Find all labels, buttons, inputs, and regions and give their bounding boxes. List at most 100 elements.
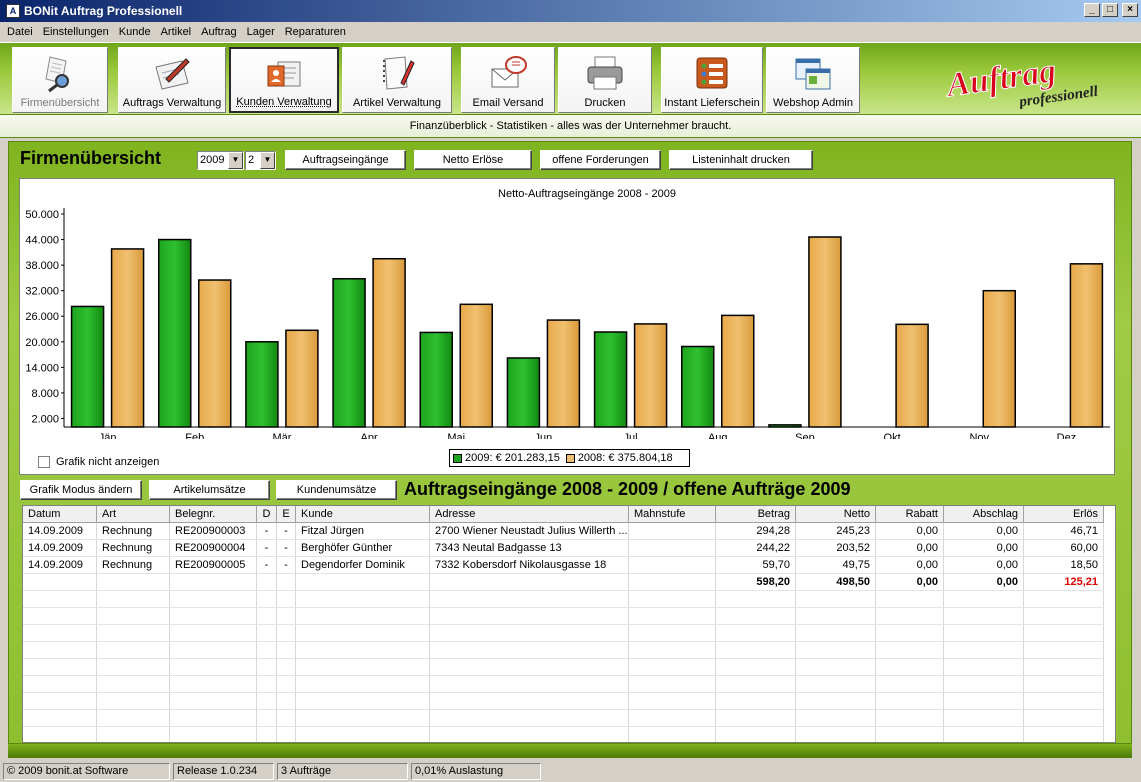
x-tick-label: Feb: [185, 432, 204, 439]
table-cell: [796, 625, 876, 642]
table-cell: [716, 710, 796, 727]
toolbar-instant-lieferschein-button[interactable]: Instant Lieferschein: [661, 47, 763, 113]
menu-lager[interactable]: Lager: [246, 26, 275, 38]
chart-legend: 2009: € 201.283,15 2008: € 375.804,18: [449, 449, 690, 467]
menu-kunde[interactable]: Kunde: [118, 26, 151, 38]
chevron-down-icon[interactable]: ▼: [228, 152, 243, 169]
menu-einstellungen[interactable]: Einstellungen: [42, 26, 109, 38]
column-header[interactable]: Adresse: [430, 506, 629, 523]
menu-auftrag[interactable]: Auftrag: [201, 26, 237, 38]
table-row[interactable]: [23, 591, 1115, 608]
toolbar-artikel-verwaltung-button[interactable]: Artikel Verwaltung: [342, 47, 452, 113]
legend-swatch: [453, 453, 462, 463]
table-cell: [23, 574, 97, 591]
toolbar-webshop-admin-button[interactable]: Webshop Admin: [766, 47, 860, 113]
column-header[interactable]: Erlös: [1024, 506, 1104, 523]
table-row[interactable]: [23, 676, 1115, 693]
bar-2009-Jun: [506, 357, 541, 428]
status-order-count: 3 Aufträge: [277, 763, 408, 780]
table-cell: [23, 710, 97, 727]
y-tick-label: 14.000: [25, 362, 59, 374]
table-cell: [23, 659, 97, 676]
artikelumsaetze-button[interactable]: Artikelumsätze: [149, 480, 270, 500]
toolbar-firmenuebersicht-button[interactable]: Firmenübersicht: [12, 47, 108, 113]
table-row[interactable]: 14.09.2009 Rechnung RE200900005- - Degendorf…: [23, 557, 1115, 574]
column-header[interactable]: Kunde: [296, 506, 430, 523]
table-cell: 2700 Wiener Neustadt Julius Willerth ...: [430, 523, 629, 540]
contact-card-icon: [264, 54, 304, 94]
column-header[interactable]: Betrag: [716, 506, 796, 523]
table-cell: [257, 574, 277, 591]
table-row[interactable]: [23, 642, 1115, 659]
table-cell: [876, 676, 944, 693]
table-cell: [97, 659, 170, 676]
menu-datei[interactable]: Datei: [7, 26, 33, 38]
checkbox[interactable]: [38, 456, 50, 468]
toolbar-email-versand-button[interactable]: Email Versand: [461, 47, 555, 113]
table-cell: [876, 659, 944, 676]
close-button[interactable]: ×: [1122, 3, 1138, 17]
table-row[interactable]: [23, 727, 1115, 742]
menu-reparaturen[interactable]: Reparaturen: [284, 26, 346, 38]
table-cell: [97, 693, 170, 710]
section-title: Auftragseingänge 2008 - 2009 / offene Au…: [404, 479, 851, 499]
menu-artikel[interactable]: Artikel: [160, 26, 192, 38]
table-row[interactable]: 598,20 498,50 0,00 0,00 125,21: [23, 574, 1115, 591]
maximize-button[interactable]: □: [1102, 3, 1118, 17]
kundenumsaetze-button[interactable]: Kundenumsätze: [276, 480, 397, 500]
column-header[interactable]: Abschlag: [944, 506, 1024, 523]
toolbar-label: Drucken: [584, 97, 626, 109]
chevron-down-icon[interactable]: ▼: [260, 152, 275, 169]
offene-forderungen-button[interactable]: offene Forderungen: [540, 150, 661, 170]
column-header[interactable]: Belegnr.: [170, 506, 257, 523]
table-cell: [629, 523, 716, 540]
table-cell: [430, 625, 629, 642]
toolbar-drucken-button[interactable]: Drucken: [558, 47, 652, 113]
column-header[interactable]: Netto: [796, 506, 876, 523]
table-cell: Rechnung: [97, 540, 170, 557]
table-row[interactable]: [23, 659, 1115, 676]
table-cell: [944, 591, 1024, 608]
y-tick-label: 50.000: [25, 209, 59, 221]
table-cell: [170, 676, 257, 693]
column-header[interactable]: Art: [97, 506, 170, 523]
auftragseingaenge-button[interactable]: Auftragseingänge: [285, 150, 406, 170]
table-cell: [170, 642, 257, 659]
grafik-toggle-label: Grafik nicht anzeigen: [56, 456, 160, 468]
bar-2008-Mär: [285, 329, 319, 428]
table-cell: [1024, 608, 1104, 625]
toolbar-label: Webshop Admin: [773, 97, 853, 109]
column-header[interactable]: Rabatt: [876, 506, 944, 523]
table-row[interactable]: 14.09.2009 Rechnung RE200900004- - Berghöfer…: [23, 540, 1115, 557]
table-cell: [796, 710, 876, 727]
minimize-button[interactable]: _: [1084, 3, 1100, 17]
toolbar-kunden-verwaltung-button[interactable]: Kunden Verwaltung: [229, 47, 339, 113]
grafik-modus-button[interactable]: Grafik Modus ändern: [20, 480, 142, 500]
column-header[interactable]: Mahnstufe: [629, 506, 716, 523]
table-cell: [430, 659, 629, 676]
table-cell: [629, 591, 716, 608]
table-cell: Fitzal Jürgen: [296, 523, 430, 540]
count-select[interactable]: 2 ▼: [245, 151, 276, 170]
window-titlebar[interactable]: A BONit Auftrag Professionell _ □ ×: [0, 0, 1141, 22]
table-row[interactable]: [23, 710, 1115, 727]
netto-erloese-button[interactable]: Netto Erlöse: [414, 150, 532, 170]
column-header[interactable]: E: [277, 506, 296, 523]
notebook-pencil-icon: [377, 53, 417, 93]
table-row[interactable]: [23, 693, 1115, 710]
table-cell: 0,00: [944, 557, 1024, 574]
magnifier-document-icon: [40, 53, 80, 93]
table-cell: [716, 659, 796, 676]
table-row[interactable]: [23, 608, 1115, 625]
app-icon[interactable]: A: [6, 4, 20, 18]
toolbar-auftrags-verwaltung-button[interactable]: Auftrags Verwaltung: [118, 47, 226, 113]
listeninhalt-drucken-button[interactable]: Listeninhalt drucken: [669, 150, 813, 170]
table-row[interactable]: 14.09.2009 Rechnung RE200900003- - Fitzal Jü…: [23, 523, 1115, 540]
grafik-toggle[interactable]: Grafik nicht anzeigen: [38, 456, 159, 468]
column-header[interactable]: D: [257, 506, 277, 523]
year-select[interactable]: 2009 ▼: [197, 151, 244, 170]
x-tick-label: Okt: [884, 432, 901, 439]
column-header[interactable]: Datum: [23, 506, 97, 523]
table-cell: 498,50: [796, 574, 876, 591]
table-row[interactable]: [23, 625, 1115, 642]
